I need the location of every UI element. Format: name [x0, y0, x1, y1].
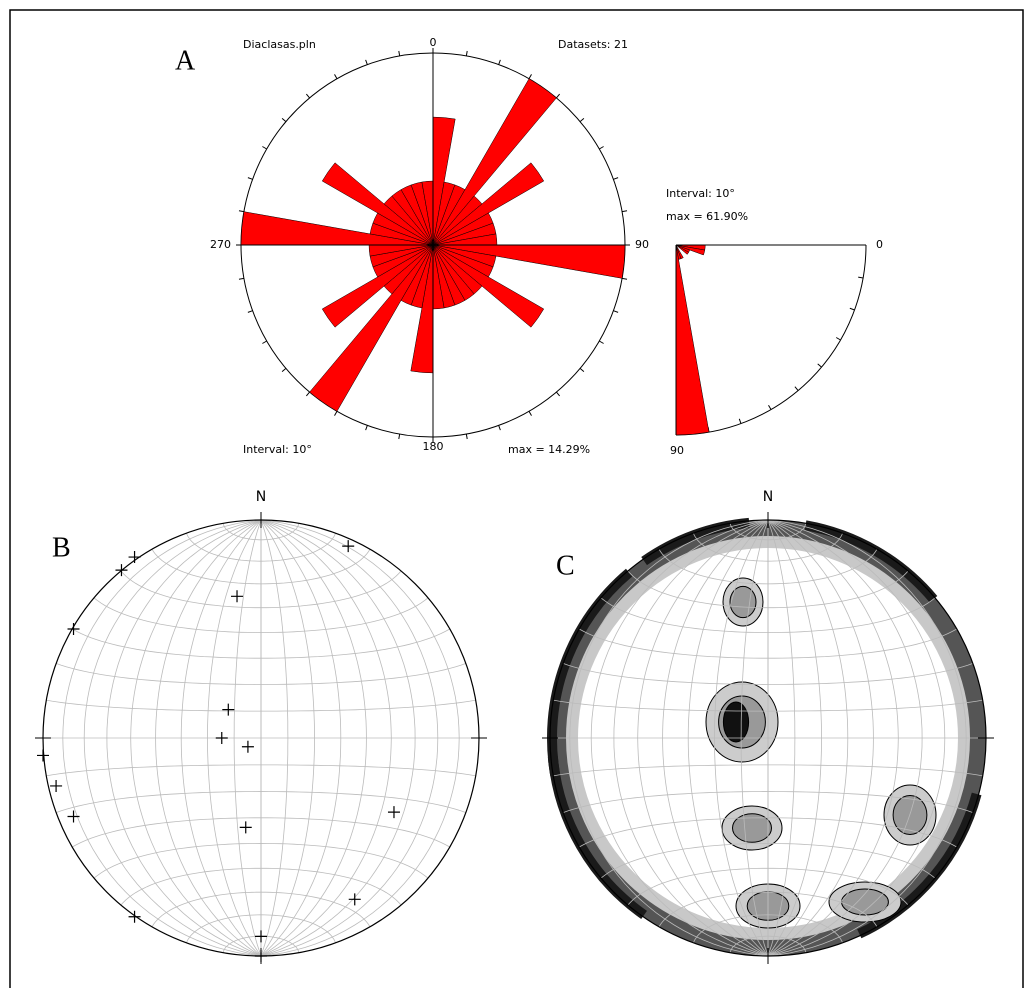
rose-petal: [675, 244, 710, 436]
density-blob: [841, 888, 889, 916]
tick-mark: [365, 425, 368, 431]
density-blob: [729, 585, 757, 619]
angle-label: 180: [423, 440, 444, 453]
tick-mark: [262, 146, 267, 150]
north-label: N: [256, 489, 266, 505]
pole-marker: [387, 806, 400, 819]
pole-marker: [50, 779, 63, 792]
rose-petal: [432, 162, 545, 246]
tick-mark: [247, 310, 253, 313]
tick-mark: [398, 50, 401, 57]
max-label: max = 61.90%: [666, 210, 748, 223]
tick-mark: [334, 74, 338, 79]
frame: [9, 9, 1024, 988]
tick-mark: [365, 59, 368, 65]
tick-mark: [613, 310, 619, 313]
pole-marker: [222, 703, 235, 716]
pole-marker: [255, 950, 267, 962]
tick-mark: [621, 210, 628, 213]
tick-mark: [465, 433, 468, 440]
rose-petal: [321, 162, 434, 246]
rose-petal: [432, 244, 545, 328]
panel-label: A: [175, 45, 196, 76]
pole-marker: [128, 910, 141, 923]
tick-mark: [465, 50, 468, 57]
tick-mark: [498, 59, 501, 65]
pole-marker: [128, 551, 141, 564]
tick-mark: [817, 363, 822, 368]
tick-mark: [621, 277, 628, 280]
tick-mark: [498, 425, 501, 431]
angle-label: 270: [210, 238, 231, 251]
pole-marker: [231, 590, 244, 603]
tick-mark: [281, 368, 287, 373]
quadrant-arc: [675, 244, 867, 436]
panel-label: B: [52, 532, 71, 563]
tick-mark: [599, 146, 604, 150]
max-label: max = 14.29%: [508, 443, 590, 456]
interval: Interval: 10°: [666, 187, 735, 200]
tick-mark: [768, 404, 772, 410]
panel-label: C: [556, 550, 575, 581]
pole-marker: [215, 732, 228, 744]
contour-layer: [542, 512, 994, 964]
tick-mark: [528, 74, 532, 79]
pole-marker: [37, 749, 49, 762]
tick-mark: [835, 337, 841, 341]
north-label: N: [763, 489, 773, 505]
tick-mark: [794, 386, 799, 391]
tick-mark: [262, 340, 267, 344]
pole-marker: [348, 893, 361, 906]
tick-mark: [334, 411, 338, 416]
density-core: [722, 701, 750, 743]
tick-mark: [556, 391, 561, 397]
rose-petal: [432, 78, 557, 246]
angle-label: 90: [670, 444, 684, 457]
tick-mark: [528, 411, 532, 416]
tick-mark: [613, 177, 619, 180]
pole-marker: [67, 810, 80, 823]
angle-label: 0: [430, 36, 437, 49]
tick-mark: [238, 210, 245, 213]
angle-label: 0: [876, 238, 883, 251]
interval: Interval: 10°: [243, 443, 312, 456]
tick-mark: [579, 368, 585, 373]
pole-marker: [115, 564, 128, 577]
density-blob: [732, 813, 772, 843]
rose-petal: [309, 244, 434, 412]
subtitle: Datasets: 21: [558, 38, 628, 51]
chart-title: Diaclasas.pln: [243, 38, 316, 51]
pole-marker: [241, 740, 254, 753]
tick-mark: [599, 340, 604, 344]
tick-mark: [305, 93, 310, 99]
tick-mark: [858, 276, 864, 279]
pole-marker: [67, 623, 80, 635]
rose-petal: [321, 244, 434, 328]
rose-petal: [675, 244, 689, 255]
tick-mark: [738, 418, 742, 424]
tick-mark: [281, 117, 287, 122]
pole-marker: [342, 540, 355, 553]
tick-mark: [579, 117, 585, 122]
tick-mark: [247, 177, 253, 180]
angle-label: 90: [635, 238, 649, 251]
pole-marker: [239, 821, 252, 834]
tick-mark: [556, 93, 561, 99]
tick-mark: [238, 277, 245, 280]
pole-marker: [255, 930, 267, 943]
tick-mark: [305, 391, 310, 397]
tick-mark: [849, 307, 855, 311]
tick-mark: [398, 433, 401, 440]
